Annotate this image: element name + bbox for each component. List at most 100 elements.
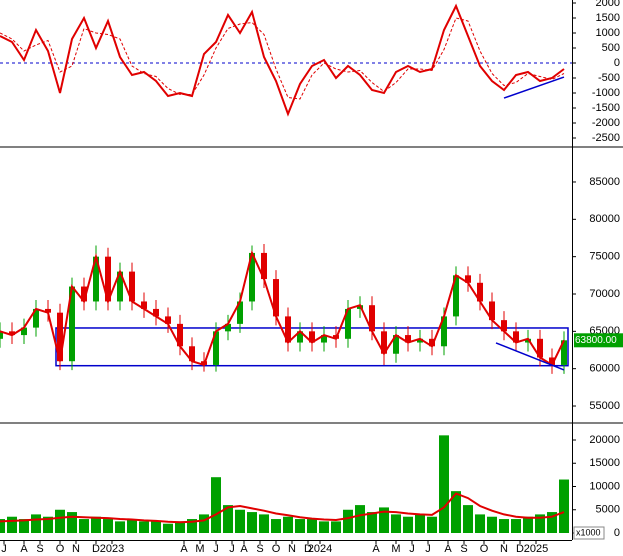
volume-bar bbox=[391, 514, 401, 533]
y-tick-label: -1500 bbox=[592, 102, 620, 114]
x-tick-label: M bbox=[195, 543, 204, 555]
x-tick-label: D bbox=[516, 543, 524, 555]
volume-bar bbox=[223, 505, 233, 533]
candle-body bbox=[153, 308, 159, 317]
y-tick-label: 1500 bbox=[596, 12, 620, 24]
candle-body bbox=[177, 323, 183, 347]
y-tick-label: 0 bbox=[614, 57, 620, 69]
volume-bar bbox=[415, 514, 425, 533]
volume-bar bbox=[523, 516, 533, 533]
volume-bar bbox=[343, 509, 353, 533]
volume-bar bbox=[451, 491, 461, 533]
volume-bar bbox=[19, 519, 29, 533]
unit-label: x1000 bbox=[576, 527, 601, 537]
candle-body bbox=[141, 301, 147, 309]
candle-body bbox=[441, 316, 447, 347]
y-tick-label: 5000 bbox=[596, 504, 620, 516]
x-tick-label: M bbox=[391, 543, 400, 555]
candle-body bbox=[429, 338, 435, 347]
volume-bar bbox=[127, 519, 137, 533]
candle-body bbox=[381, 331, 387, 354]
volume-bar bbox=[163, 523, 173, 533]
volume-bar bbox=[187, 519, 197, 533]
y-tick-label: -500 bbox=[598, 72, 620, 84]
candle-body bbox=[21, 327, 27, 336]
y-tick-label: 55000 bbox=[589, 400, 620, 412]
y-tick-label: 15000 bbox=[589, 457, 620, 469]
candle-body bbox=[57, 312, 63, 362]
volume-bar bbox=[499, 519, 509, 533]
x-tick-label: D bbox=[304, 543, 312, 555]
x-tick-label: S bbox=[256, 543, 263, 555]
candle-body bbox=[537, 338, 543, 358]
y-tick-label: 85000 bbox=[589, 176, 620, 188]
y-tick-label: 75000 bbox=[589, 251, 620, 263]
volume-bar bbox=[259, 514, 269, 533]
x-tick-label: O bbox=[272, 543, 281, 555]
x-tick-label: N bbox=[500, 543, 508, 555]
candle-body bbox=[321, 335, 327, 343]
x-tick-label: 2023 bbox=[100, 543, 124, 555]
candle-body bbox=[237, 301, 243, 324]
x-tick-label: J bbox=[425, 543, 431, 555]
volume-bar bbox=[319, 521, 329, 533]
volume-bar bbox=[427, 516, 437, 533]
volume-bar bbox=[403, 516, 413, 533]
candle-body bbox=[105, 256, 111, 302]
candle-body bbox=[273, 279, 279, 317]
candle-body bbox=[189, 346, 195, 362]
last-price-label: 63800.00 bbox=[575, 335, 617, 346]
candle-body bbox=[69, 286, 75, 362]
x-tick-label: N bbox=[72, 543, 80, 555]
volume-bar bbox=[331, 521, 341, 533]
candle-body bbox=[417, 338, 423, 343]
candle-body bbox=[0, 331, 3, 339]
volume-bar bbox=[439, 435, 449, 533]
candle-body bbox=[453, 275, 459, 317]
volume-bar bbox=[55, 509, 65, 533]
volume-bar bbox=[115, 521, 125, 533]
y-tick-label: -2500 bbox=[592, 132, 620, 144]
y-tick-label: 500 bbox=[602, 42, 620, 54]
x-tick-label: A bbox=[444, 543, 452, 555]
x-tick-label: A bbox=[240, 543, 248, 555]
candle-body bbox=[465, 275, 471, 283]
candle-body bbox=[297, 331, 303, 343]
last-price-box bbox=[574, 333, 623, 348]
volume-bar bbox=[463, 505, 473, 533]
volume-bar bbox=[0, 519, 5, 533]
candle-body bbox=[33, 308, 39, 328]
x-tick-label: A bbox=[180, 543, 188, 555]
y-tick-label: 0 bbox=[614, 527, 620, 539]
volume-bar bbox=[79, 519, 89, 533]
volume-bar bbox=[139, 521, 149, 533]
signal-line bbox=[0, 17, 565, 100]
volume-bar bbox=[511, 519, 521, 533]
y-tick-label: 80000 bbox=[589, 213, 620, 225]
volume-bar bbox=[559, 479, 569, 533]
volume-bar bbox=[151, 521, 161, 533]
volume-bar bbox=[211, 477, 221, 533]
volume-bar bbox=[67, 512, 77, 533]
volume-average bbox=[0, 492, 565, 524]
candle-body bbox=[225, 323, 231, 332]
x-tick-label: J bbox=[409, 543, 415, 555]
volume-bar bbox=[103, 519, 113, 533]
trend-line bbox=[495, 342, 565, 371]
candle-body bbox=[513, 331, 519, 343]
unit-box bbox=[573, 526, 605, 540]
volume-bar bbox=[379, 507, 389, 533]
candle-body bbox=[45, 308, 51, 313]
x-tick-label: D bbox=[92, 543, 100, 555]
candle-body bbox=[213, 331, 219, 365]
trend-line bbox=[503, 76, 565, 99]
volume-bar bbox=[235, 509, 245, 533]
volume-bar bbox=[283, 516, 293, 533]
x-tick-label: S bbox=[460, 543, 467, 555]
x-tick-label: A bbox=[372, 543, 380, 555]
x-tick-label: J bbox=[213, 543, 219, 555]
candle-body bbox=[9, 331, 15, 336]
volume-bar bbox=[367, 512, 377, 533]
x-tick-label: O bbox=[56, 543, 65, 555]
candle-body bbox=[393, 335, 399, 354]
